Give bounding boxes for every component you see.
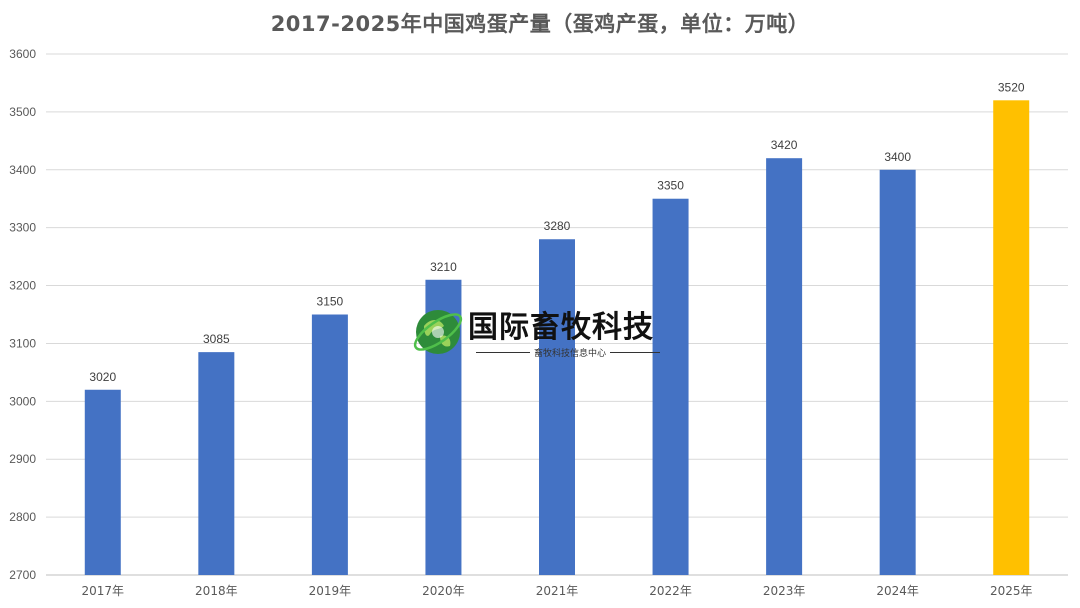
y-tick-label: 3300 bbox=[9, 221, 36, 235]
data-labels: 3020 3085 3150 3210 3280 3350 3420 3400 3520 bbox=[89, 80, 1024, 383]
y-tick-label: 3100 bbox=[9, 336, 36, 350]
data-label: 3420 bbox=[771, 138, 798, 152]
y-tick-label: 3600 bbox=[9, 47, 36, 61]
bar bbox=[311, 314, 348, 575]
y-axis-tick-labels: 2700 2800 2900 3000 3100 3200 3300 3400 3500 3600 bbox=[9, 47, 36, 582]
chart-title: 2017-2025年中国鸡蛋产量（蛋鸡产蛋，单位：万吨） bbox=[270, 12, 810, 36]
x-axis-category-labels: 2017年 2018年 2019年 2020年 2021年 2022年 2023年 2024年… bbox=[82, 584, 1033, 598]
y-tick-label: 2700 bbox=[9, 568, 36, 582]
data-label: 3020 bbox=[89, 370, 116, 384]
data-label: 3280 bbox=[544, 219, 571, 233]
bar bbox=[766, 158, 803, 575]
data-label: 3150 bbox=[317, 295, 344, 309]
x-tick-label: 2018年 bbox=[195, 584, 238, 598]
bar bbox=[879, 169, 916, 575]
x-tick-label: 2019年 bbox=[309, 584, 352, 598]
bar bbox=[993, 100, 1030, 576]
x-tick-label: 2017年 bbox=[82, 584, 125, 598]
y-tick-label: 3000 bbox=[9, 394, 36, 408]
data-label: 3520 bbox=[998, 80, 1025, 94]
data-label: 3210 bbox=[430, 260, 457, 274]
x-tick-label: 2022年 bbox=[649, 584, 692, 598]
bar bbox=[425, 279, 462, 575]
bar bbox=[198, 352, 235, 575]
x-tick-label: 2020年 bbox=[422, 584, 465, 598]
y-tick-label: 3500 bbox=[9, 105, 36, 119]
y-tick-label: 3200 bbox=[9, 279, 36, 293]
data-label: 3400 bbox=[884, 150, 911, 164]
bar bbox=[84, 389, 121, 575]
bar bbox=[652, 198, 689, 575]
x-tick-label: 2021年 bbox=[536, 584, 579, 598]
x-tick-label: 2024年 bbox=[876, 584, 919, 598]
x-tick-label: 2025年 bbox=[990, 584, 1033, 598]
y-tick-label: 3400 bbox=[9, 163, 36, 177]
x-tick-label: 2023年 bbox=[763, 584, 806, 598]
bar bbox=[539, 239, 575, 575]
bars bbox=[84, 100, 1030, 576]
y-tick-label: 2800 bbox=[9, 510, 36, 524]
y-tick-label: 2900 bbox=[9, 452, 36, 466]
data-label: 3350 bbox=[657, 179, 684, 193]
data-label: 3085 bbox=[203, 332, 230, 346]
